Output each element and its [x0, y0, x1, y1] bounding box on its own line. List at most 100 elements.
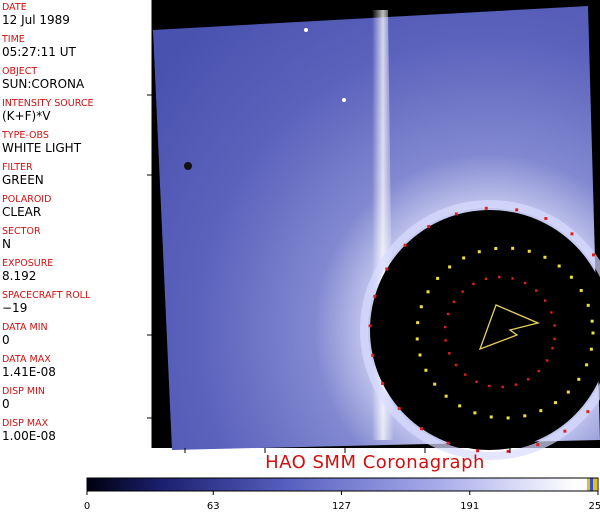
grid-dot: [397, 406, 401, 410]
grid-dot: [444, 339, 447, 342]
star: [304, 28, 308, 32]
info-panel: [0, 0, 152, 448]
field-label: DISP MIN: [2, 386, 45, 397]
colorbar-cap: [590, 478, 593, 491]
field-value: 1.00E-08: [2, 429, 56, 443]
grid-dot: [553, 401, 557, 405]
grid-dot: [418, 353, 422, 357]
grid-dot: [591, 331, 595, 335]
grid-dot: [590, 319, 594, 323]
grid-dot: [458, 404, 462, 408]
colorbar-frame: [86, 477, 599, 492]
grid-dot: [444, 325, 447, 329]
field-value: 0: [2, 397, 10, 411]
grid-dot: [454, 212, 458, 216]
colorbar-cap: [587, 478, 590, 491]
grid-dot: [484, 206, 488, 210]
field-label: DATA MAX: [2, 354, 51, 365]
occulter: [370, 210, 600, 450]
grid-dot: [424, 368, 428, 372]
grid-dot: [415, 337, 419, 341]
grid-dot: [514, 383, 518, 386]
field-label: EXPOSURE: [2, 258, 53, 269]
grid-dot: [488, 384, 491, 388]
grid-dot: [570, 232, 574, 236]
grid-dot: [511, 277, 514, 280]
colorbar: [87, 478, 591, 491]
grid-dot: [381, 381, 385, 385]
grid-dot: [506, 416, 510, 420]
tick-label: 191: [460, 501, 479, 512]
grid-dot: [472, 282, 475, 286]
tick-label: 255: [588, 501, 600, 512]
grid-dot: [462, 256, 466, 260]
field-value: GREEN: [2, 173, 44, 187]
colorbar-cap: [593, 478, 597, 491]
grid-dot: [420, 427, 424, 431]
field-label: FILTER: [2, 162, 33, 173]
grid-dot: [426, 290, 430, 294]
grid-dot: [501, 385, 504, 389]
grid-dot: [515, 208, 519, 212]
sun-outline: [478, 304, 541, 351]
grid-dot: [477, 250, 481, 254]
tick-label: 127: [332, 501, 351, 512]
field-value: 1.41E-08: [2, 365, 56, 379]
grid-dot: [403, 243, 407, 247]
grid-dot: [373, 294, 377, 298]
grid-dot: [586, 410, 590, 414]
field-value: 8.192: [2, 269, 36, 283]
field-value: (K+F)*V: [2, 109, 51, 123]
grid-dot: [464, 373, 467, 376]
grid-dot: [416, 321, 420, 325]
grid-dot: [446, 312, 450, 316]
field-value: CLEAR: [2, 205, 41, 219]
grid-dot: [494, 246, 498, 250]
field-value: 05:27:11 UT: [2, 45, 76, 59]
grid-dot: [433, 382, 437, 386]
grid-dot: [427, 225, 431, 229]
grid-dot: [444, 394, 448, 398]
grid-dot: [545, 359, 549, 362]
grid-dot: [511, 246, 515, 250]
grid-dot: [569, 275, 573, 279]
tick-label: 63: [207, 501, 220, 512]
grid-dot: [526, 378, 530, 381]
grid-dot: [476, 449, 480, 453]
field-label: DISP MAX: [2, 418, 49, 429]
grid-dot: [543, 255, 547, 259]
field-label: TIME: [1, 34, 25, 45]
grid-dot: [537, 369, 540, 373]
grid-dot: [452, 300, 456, 304]
grid-dot: [368, 324, 372, 328]
star: [342, 98, 346, 102]
grid-dot: [523, 281, 527, 285]
grid-dot: [566, 390, 570, 394]
grid-dot: [553, 324, 556, 327]
grid-dot: [436, 276, 440, 280]
field-label: POLAROID: [2, 194, 51, 205]
field-label: SECTOR: [2, 226, 41, 237]
grid-dot: [527, 249, 531, 253]
grid-dot: [448, 352, 451, 355]
grid-dot: [589, 347, 593, 351]
field-value: SUN:CORONA: [2, 77, 85, 91]
grid-dot: [539, 409, 543, 413]
grid-dot: [446, 441, 450, 445]
grid-dot: [484, 277, 488, 281]
grid-dot: [473, 411, 477, 415]
occulter-ring: [360, 200, 600, 460]
field-label: DATA MIN: [2, 322, 48, 333]
grid-dot: [535, 289, 538, 292]
tick-label: 0: [84, 501, 90, 512]
grid-dot: [563, 429, 567, 433]
title: HAO SMM Coronagraph: [265, 452, 485, 473]
grid-dot: [419, 305, 423, 309]
grid-dot: [550, 311, 553, 314]
grid-dot: [553, 337, 556, 341]
grid-dot: [454, 363, 458, 367]
grid-dot: [544, 217, 548, 221]
field-value: 12 Jul 1989: [2, 13, 70, 27]
grid-dot: [448, 265, 452, 269]
